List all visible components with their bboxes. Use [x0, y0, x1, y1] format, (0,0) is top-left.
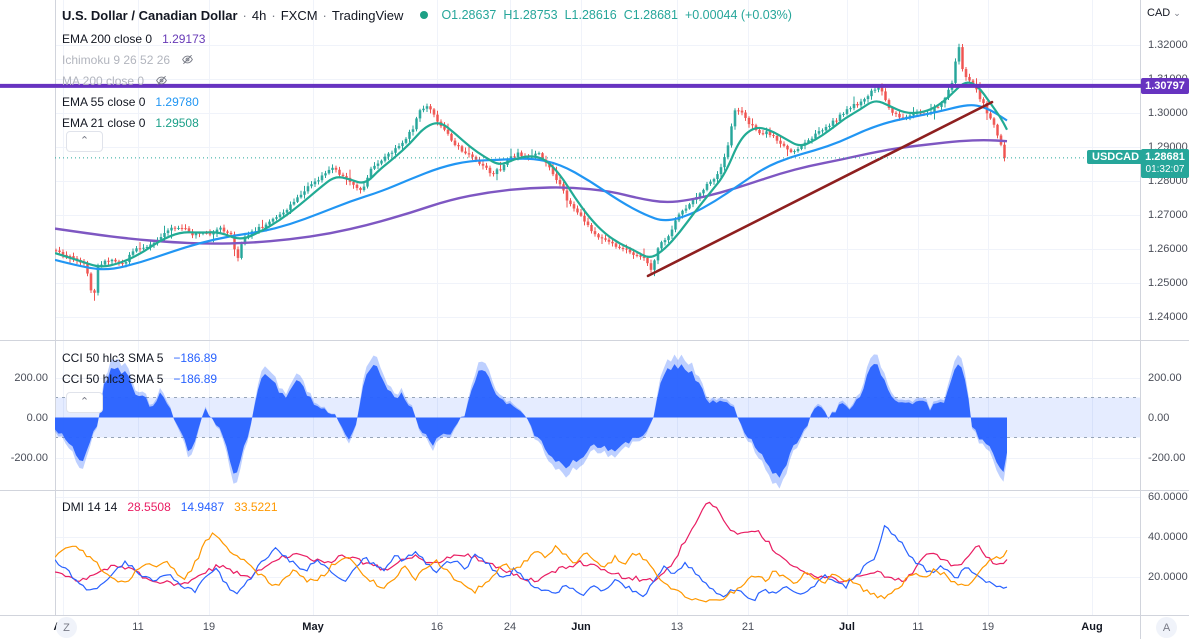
hline-price-badge: 1.30797	[1141, 77, 1189, 94]
platform-label: TradingView	[331, 7, 404, 23]
auto-scale-button-label: A	[1162, 621, 1171, 634]
change-value: +0.00044 (+0.03%)	[684, 8, 792, 22]
bar-countdown: 01:32:07	[1145, 163, 1185, 175]
time-axis-label: 11	[912, 621, 924, 633]
time-axis-label: 24	[503, 621, 517, 633]
dmi-value: 33.5221	[234, 499, 278, 514]
interval-label[interactable]: 4h	[251, 7, 267, 23]
cci-indicator-row[interactable]: CCI 50 hlc3 SMA 5 −186.89	[62, 368, 217, 389]
time-axis-label: 19	[981, 621, 995, 633]
chevron-up-icon: ⌃	[79, 396, 90, 408]
indicator-label: EMA 21 close 0	[62, 115, 146, 130]
ohlc-item: H1.28753	[503, 8, 558, 22]
time-axis-label: 19	[202, 621, 216, 633]
eye-off-icon[interactable]	[180, 53, 195, 66]
main-pane-collapse-button[interactable]: ⌃	[66, 131, 103, 152]
currency-label: CAD	[1147, 7, 1171, 19]
ohlc-values: O1.28637 H1.28753 L1.28616 C1.28681 +0.00044…	[441, 8, 792, 22]
time-axis-label: 11	[132, 621, 144, 633]
chart-header: U.S. Dollar / Canadian Dollar · 4h · FXC…	[62, 6, 792, 24]
separator: ·	[271, 7, 276, 23]
market-status-dot-icon[interactable]	[420, 11, 429, 19]
price-axis-label: 1.25000	[1148, 277, 1188, 289]
time-axis-label: Aug	[1081, 621, 1103, 633]
cci-axis-label-left: 200.00	[14, 371, 48, 384]
time-axis-label: May	[302, 621, 324, 633]
cci-axis-label-right: 200.00	[1148, 371, 1182, 384]
dmi-legend-label[interactable]: DMI 14 14	[62, 499, 118, 514]
indicator-label: CCI 50 hlc3 SMA 5	[62, 371, 164, 386]
time-axis-label: 21	[741, 621, 755, 633]
cci-axis-label-left: -200.00	[10, 451, 48, 464]
indicator-value: −186.89	[173, 371, 218, 386]
dmi-axis-label: 60.0000	[1148, 491, 1188, 503]
cci-pane-legend: CCI 50 hlc3 SMA 5 −186.89 CCI 50 hlc3 SMA …	[62, 347, 217, 389]
indicator-value: 1.29508	[155, 115, 199, 130]
exchange-label[interactable]: FXCM	[280, 7, 318, 23]
price-axis-currency-dropdown[interactable]: CAD ⌄	[1147, 7, 1181, 19]
chevron-down-icon: ⌄	[1173, 8, 1181, 18]
main-indicator-row[interactable]: EMA 200 close 0 1.29173	[62, 28, 205, 49]
cci-axis-label-right: -200.00	[1148, 451, 1186, 464]
main-indicator-row[interactable]: EMA 21 close 0 1.29508	[62, 112, 205, 133]
indicator-label: EMA 200 close 0	[62, 31, 153, 46]
ohlc-item: L1.28616	[564, 8, 617, 22]
dmi-value: 28.5508	[127, 499, 171, 514]
dmi-axis-label: 40.0000	[1148, 531, 1188, 543]
last-price-badge: 1.28681 01:32:07	[1141, 148, 1189, 178]
chevron-up-icon: ⌃	[79, 135, 90, 147]
auto-scale-button[interactable]: A	[1156, 617, 1177, 638]
ohlc-item: C1.28681	[623, 8, 678, 22]
dmi-value: 14.9487	[180, 499, 225, 514]
indicator-label: Ichimoku 9 26 52 26	[62, 52, 171, 67]
separator: ·	[242, 7, 247, 23]
last-price-value: 1.28681	[1145, 150, 1185, 163]
indicator-label: MA 200 close 0	[62, 73, 145, 88]
price-axis-label: 1.24000	[1148, 311, 1188, 323]
indicator-label: CCI 50 hlc3 SMA 5	[62, 350, 164, 365]
symbol-price-chip: USDCAD	[1087, 149, 1145, 164]
indicator-value: 1.29780	[155, 94, 199, 109]
time-axis-label: Jun	[571, 621, 591, 633]
price-axis-label: 1.27000	[1148, 209, 1188, 221]
symbol-title[interactable]: U.S. Dollar / Canadian Dollar	[62, 7, 238, 23]
time-axis-label: 13	[670, 621, 684, 633]
price-axis-label: 1.32000	[1148, 39, 1188, 51]
cci-axis-label-right: 0.00	[1148, 411, 1170, 424]
separator: ·	[322, 7, 327, 23]
timezone-button-label: Z	[63, 621, 70, 634]
dmi-axis-label: 20.0000	[1148, 571, 1188, 583]
time-axis-label: 16	[430, 621, 444, 633]
time-axis-label: Jul	[839, 621, 855, 633]
price-axis-label: 1.26000	[1148, 243, 1188, 255]
cci-axis-label-left: 0.00	[26, 411, 48, 424]
cci-pane-collapse-button[interactable]: ⌃	[66, 392, 103, 413]
eye-off-icon[interactable]	[154, 74, 169, 87]
dmi-pane-legend: DMI 14 14 28.5508 14.9487 33.5221	[62, 496, 278, 517]
main-indicator-row[interactable]: EMA 55 close 0 1.29780	[62, 91, 205, 112]
indicator-label: EMA 55 close 0	[62, 94, 146, 109]
price-axis-label: 1.30000	[1148, 107, 1188, 119]
main-indicator-row[interactable]: Ichimoku 9 26 52 26	[62, 49, 205, 70]
price-axis-label: 1.28000	[1148, 175, 1188, 187]
indicator-value: −186.89	[173, 350, 218, 365]
indicator-value: 1.29173	[162, 31, 206, 46]
ohlc-item: O1.28637	[441, 8, 497, 22]
main-pane-legend: EMA 200 close 0 1.29173 Ichimoku 9 26 52 2…	[62, 28, 205, 133]
timezone-button[interactable]: Z	[56, 617, 77, 638]
main-indicator-row[interactable]: MA 200 close 0	[62, 70, 205, 91]
cci-indicator-row[interactable]: CCI 50 hlc3 SMA 5 −186.89	[62, 347, 217, 368]
